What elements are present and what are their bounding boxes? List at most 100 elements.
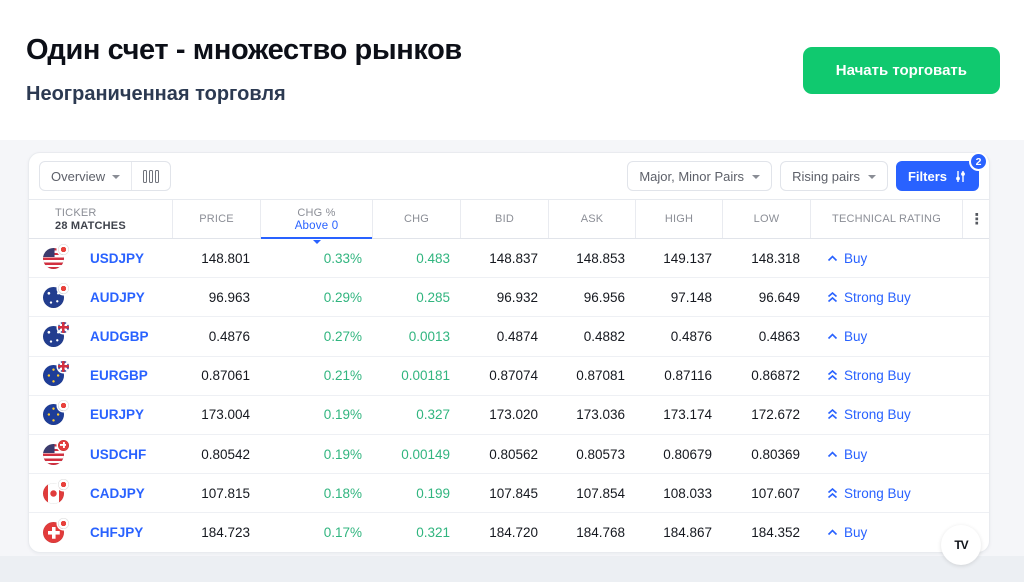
table-row[interactable]: CHFJPY 184.723 0.17% 0.321 184.720 184.7… <box>29 513 989 552</box>
rating-label: Buy <box>844 250 868 266</box>
ticker-cell[interactable]: CADJPY <box>29 474 173 512</box>
table-row[interactable]: CADJPY 107.815 0.18% 0.199 107.845 107.8… <box>29 474 989 514</box>
double-chevron-up-icon <box>827 409 838 420</box>
ticker-cell[interactable]: EURJPY <box>29 396 173 434</box>
view-dropdown[interactable]: Overview <box>40 162 131 190</box>
header-ticker[interactable]: TICKER 28 MATCHES <box>29 200 173 238</box>
pair-flags <box>43 361 69 387</box>
rating-cell[interactable]: Strong Buy <box>811 357 963 395</box>
base-currency-flag-icon <box>43 404 64 426</box>
chevron-down-icon <box>752 174 761 179</box>
table-row[interactable]: USDCHF 0.80542 0.19% 0.00149 0.80562 0.8… <box>29 435 991 475</box>
pair-flags <box>43 478 69 504</box>
rating-cell[interactable]: Strong Buy <box>811 474 963 512</box>
header-high[interactable]: HIGH <box>636 200 723 238</box>
sort-indicator-icon <box>312 240 321 244</box>
ask-cell: 184.768 <box>576 525 625 541</box>
header-chg-pct[interactable]: CHG % Above 0 <box>261 200 373 244</box>
chg-cell: 0.0013 <box>408 328 450 344</box>
ticker-symbol[interactable]: USDCHF <box>90 446 147 462</box>
filters-count-badge: 2 <box>969 152 988 171</box>
quote-currency-flag-icon <box>58 518 69 530</box>
ticker-symbol[interactable]: AUDGBP <box>90 328 149 344</box>
ticker-symbol[interactable]: CADJPY <box>90 485 145 501</box>
pair-flags <box>43 321 69 347</box>
pair-flags <box>43 243 69 269</box>
row-menu-cell <box>963 435 991 473</box>
table-body: USDJPY 148.801 0.33% 0.483 148.837 148.8… <box>29 239 989 553</box>
ticker-cell[interactable]: CHFJPY <box>29 513 173 552</box>
start-trading-button[interactable]: Начать торговать <box>802 47 1000 94</box>
table-menu-button[interactable]: ⋮ <box>963 200 991 238</box>
pairs-dropdown-label: Major, Minor Pairs <box>639 168 745 184</box>
ticker-symbol[interactable]: EURJPY <box>90 407 145 423</box>
header-chg[interactable]: CHG <box>373 200 461 238</box>
base-currency-flag-icon <box>43 522 64 544</box>
pairs-dropdown[interactable]: Major, Minor Pairs <box>627 161 773 191</box>
hero-section: Один счет - множество рынков Неограничен… <box>0 0 1024 140</box>
ticker-symbol[interactable]: AUDJPY <box>90 289 145 305</box>
chg-cell: 0.285 <box>416 289 450 305</box>
double-chevron-up-icon <box>827 370 838 381</box>
chg-cell: 0.199 <box>416 485 450 501</box>
market-screener-widget: Overview Major, Minor Pairs Rising pairs <box>28 152 991 565</box>
header-technical-rating[interactable]: TECHNICAL RATING <box>811 200 963 238</box>
ticker-cell[interactable]: AUDGBP <box>29 317 173 355</box>
low-cell: 0.86872 <box>751 368 800 384</box>
ticker-cell[interactable]: AUDJPY <box>29 278 173 316</box>
ticker-symbol[interactable]: EURGBP <box>90 368 148 384</box>
quote-currency-flag-icon <box>58 400 69 412</box>
ticker-cell[interactable]: EURGBP <box>29 357 173 395</box>
header-bid[interactable]: BID <box>461 200 549 238</box>
low-cell: 96.649 <box>758 289 800 305</box>
ticker-symbol[interactable]: USDJPY <box>90 250 145 266</box>
price-cell: 148.801 <box>201 250 250 266</box>
screener-toolbar: Overview Major, Minor Pairs Rising pairs <box>29 152 989 199</box>
rating-cell[interactable]: Buy <box>811 435 963 473</box>
header-price[interactable]: PRICE <box>173 200 261 238</box>
rating-cell[interactable]: Buy <box>811 513 963 552</box>
header-low[interactable]: LOW <box>723 200 811 238</box>
chg-pct-cell: 0.27% <box>323 328 362 344</box>
ticker-cell[interactable]: USDJPY <box>29 239 173 277</box>
quote-currency-flag-icon <box>58 243 69 255</box>
rating-label: Strong Buy <box>844 485 911 501</box>
ask-cell: 96.956 <box>583 289 625 305</box>
chevron-down-icon <box>867 174 876 179</box>
price-cell: 0.80542 <box>201 446 250 462</box>
columns-button[interactable] <box>131 162 170 190</box>
bid-cell: 0.4874 <box>496 328 538 344</box>
kebab-menu-icon: ⋮ <box>969 211 985 228</box>
price-cell: 107.815 <box>201 485 250 501</box>
table-row[interactable]: USDJPY 148.801 0.33% 0.483 148.837 148.8… <box>29 239 989 279</box>
chevron-up-icon <box>827 529 838 536</box>
bid-cell: 96.932 <box>496 289 538 305</box>
price-cell: 184.723 <box>201 525 250 541</box>
table-row[interactable]: AUDJPY 96.963 0.29% 0.285 96.932 96.956 … <box>29 278 989 318</box>
rating-cell[interactable]: Strong Buy <box>811 396 963 434</box>
high-cell: 0.4876 <box>670 328 712 344</box>
table-header: TICKER 28 MATCHES PRICE CHG % Above 0 CH… <box>29 199 991 244</box>
bid-cell: 0.80562 <box>489 446 538 462</box>
row-menu-cell <box>963 357 991 395</box>
rating-cell[interactable]: Strong Buy <box>811 278 963 316</box>
ticker-symbol[interactable]: CHFJPY <box>90 525 144 541</box>
rating-cell[interactable]: Buy <box>811 317 963 355</box>
low-cell: 107.607 <box>751 485 800 501</box>
double-chevron-up-icon <box>827 291 838 302</box>
tradingview-logo[interactable]: TV <box>941 525 981 565</box>
table-row[interactable]: EURJPY 173.004 0.19% 0.327 173.020 173.0… <box>29 396 989 435</box>
header-ask[interactable]: ASK <box>549 200 636 238</box>
table-row[interactable]: AUDGBP 0.4876 0.27% 0.0013 0.4874 0.4882… <box>29 317 991 357</box>
ask-cell: 0.80573 <box>576 446 625 462</box>
rating-cell[interactable]: Buy <box>811 239 963 277</box>
sort-dropdown[interactable]: Rising pairs <box>780 161 888 191</box>
row-menu-cell <box>963 317 991 355</box>
page-bottom-strip <box>0 556 1024 582</box>
filters-button-label: Filters <box>907 168 947 184</box>
ticker-cell[interactable]: USDCHF <box>29 435 173 473</box>
filters-button[interactable]: Filters 2 <box>895 152 988 191</box>
table-row[interactable]: EURGBP 0.87061 0.21% 0.00181 0.87074 0.8… <box>29 357 989 396</box>
page-subtitle: Неограниченная торговля <box>26 83 286 105</box>
quote-currency-flag-icon <box>58 361 69 373</box>
